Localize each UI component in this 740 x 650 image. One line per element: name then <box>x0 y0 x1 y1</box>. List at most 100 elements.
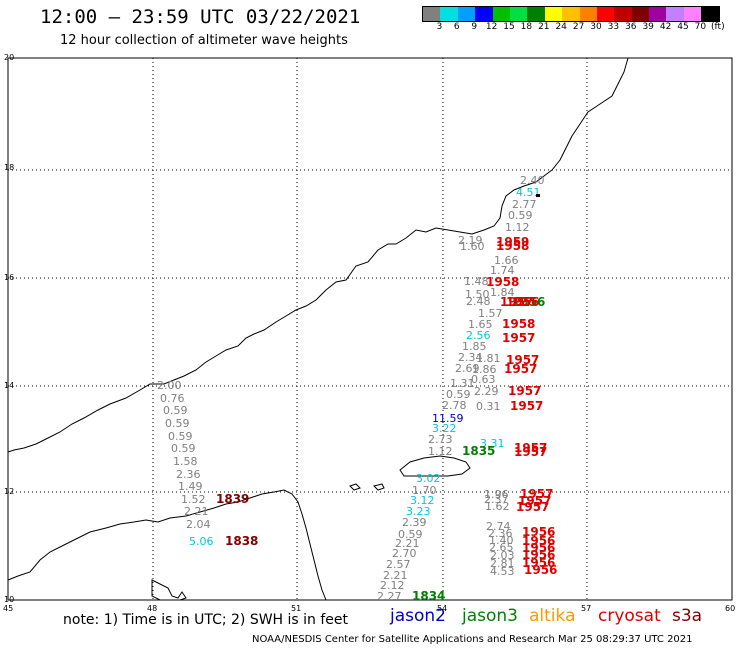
color-swatch <box>423 7 441 21</box>
y-tick-10: 10 <box>4 595 14 604</box>
axis-labels: 45 48 51 54 57 60 20 18 16 14 12 10 <box>3 53 735 613</box>
wave-value: 0.59 <box>171 442 196 455</box>
x-tick-48: 48 <box>147 604 157 613</box>
wave-value: 2.04 <box>186 518 211 531</box>
color-scale-label: 42 <box>659 22 672 32</box>
time-label: 1957 <box>514 441 547 455</box>
wave-value-blue: 11.59 <box>432 412 464 425</box>
x-tick-45: 45 <box>3 604 13 613</box>
track-north-values: 2.40 2.77 0.59 1.12 2.19 1.60 1.66 1.74 … <box>428 174 545 458</box>
wave-value: 1.62 <box>485 500 510 513</box>
legend-jason3: jason3 <box>462 606 518 626</box>
wave-value-cyan: 3.23 <box>406 505 431 518</box>
color-scale-bar <box>422 6 720 22</box>
color-scale-label: 21 <box>538 22 550 32</box>
time-label: 1957 <box>508 384 541 398</box>
color-swatch <box>701 7 719 21</box>
grid-lines <box>8 58 732 600</box>
wave-value: 1.57 <box>478 307 503 320</box>
wave-value: 1.70 <box>412 484 437 497</box>
wave-value-cyan: 2.56 <box>466 329 491 342</box>
island-small-1 <box>349 483 361 491</box>
color-swatch <box>562 7 580 21</box>
color-scale-label: 12 <box>485 22 498 32</box>
time-label: 1839 <box>216 492 249 506</box>
coastline-arabia <box>7 57 629 453</box>
island-socotra <box>399 455 471 477</box>
track-south-values: 1.70 2.39 0.59 2.21 2.70 2.57 2.21 2.12 … <box>377 484 437 603</box>
color-scale-label: 3 <box>436 22 443 32</box>
wave-value-cyan: 3.02 <box>416 472 441 485</box>
wave-value: 1.74 <box>490 264 515 277</box>
y-tick-12: 12 <box>4 487 14 496</box>
wave-value-cyan: 5.06 <box>189 535 214 548</box>
time-label: 1958 <box>496 239 529 253</box>
legend-s3a: s3a <box>672 606 703 626</box>
wave-value: 1.81 <box>476 352 501 365</box>
wave-value: 2.78 <box>442 399 467 412</box>
wave-value: 2.36 <box>176 468 201 481</box>
wave-value: 1.12 <box>505 221 530 234</box>
time-label: 1956 <box>522 525 555 539</box>
x-tick-54: 54 <box>437 604 447 613</box>
wave-value: 1.50 <box>465 288 490 301</box>
wave-value: 2.21 <box>383 569 408 582</box>
wave-value: 2.70 <box>392 547 417 560</box>
wave-value: 2.74 <box>486 520 511 533</box>
wave-value: 0.59 <box>446 388 471 401</box>
wave-value: 2.37 <box>484 493 509 506</box>
wave-value: 0.76 <box>160 392 185 405</box>
wave-value: 2.73 <box>428 433 453 446</box>
wave-value: 1.86 <box>472 363 497 376</box>
track-south-cyan: 3.02 3.12 3.23 <box>406 472 441 518</box>
wave-value: 2.12 <box>380 579 405 592</box>
wave-value-cyan: 4.51 <box>516 186 541 199</box>
time-label: 1956 <box>522 548 555 562</box>
wave-value: 2.29 <box>474 385 499 398</box>
y-tick-20: 20 <box>4 53 14 62</box>
wave-value: 1.48 <box>464 275 489 288</box>
wave-value: 2.21 <box>395 537 420 550</box>
color-swatch <box>475 7 493 21</box>
time-label: 1835 <box>462 444 495 458</box>
x-tick-51: 51 <box>291 604 301 613</box>
time-label: 1957 <box>506 353 539 367</box>
color-scale-label: 18 <box>520 22 533 32</box>
wave-value-cyan: 3.31 <box>480 437 505 450</box>
color-swatch <box>614 7 632 21</box>
color-scale-label: 9 <box>471 22 478 32</box>
track-left-times: 1839 1838 <box>216 492 258 548</box>
wave-value: 1.52 <box>181 493 206 506</box>
color-swatch <box>544 7 563 21</box>
color-scale-label: 15 <box>503 22 515 32</box>
wave-value: 0.59 <box>165 417 190 430</box>
color-scale-label: 33 <box>607 22 620 32</box>
time-label: 1956 <box>522 541 555 555</box>
color-swatch <box>527 7 545 21</box>
wave-value: 2.57 <box>386 558 411 571</box>
legend-jason2: jason2 <box>390 606 446 626</box>
credit-line: NOAA/NESDIS Center for Satellite Applica… <box>252 634 693 645</box>
wave-value: 0.59 <box>398 528 423 541</box>
wave-value: 1.60 <box>460 240 485 253</box>
y-tick-16: 16 <box>4 273 14 282</box>
time-label: 1957 <box>502 331 535 345</box>
color-swatch <box>440 7 458 21</box>
color-swatch <box>631 7 650 21</box>
wave-value: 4.53 <box>490 565 515 578</box>
color-scale-label: 27 <box>572 22 585 32</box>
wave-value: 2.00 <box>157 379 182 392</box>
time-label: 1834 <box>412 589 445 603</box>
wave-value: 0.31 <box>476 400 501 413</box>
time-label: 1957 <box>514 445 547 459</box>
wave-value: 2.77 <box>512 198 537 211</box>
wave-value: 1.12 <box>428 445 453 458</box>
y-tick-14: 14 <box>4 381 14 390</box>
color-scale-label: 70 <box>694 22 707 32</box>
wave-value: 0.59 <box>508 209 533 222</box>
wave-value: 1.85 <box>462 340 487 353</box>
wave-value: 2.69 <box>455 362 480 375</box>
time-label: 1957 <box>500 295 533 309</box>
track-north-green-times: 1956 1835 <box>462 295 545 458</box>
